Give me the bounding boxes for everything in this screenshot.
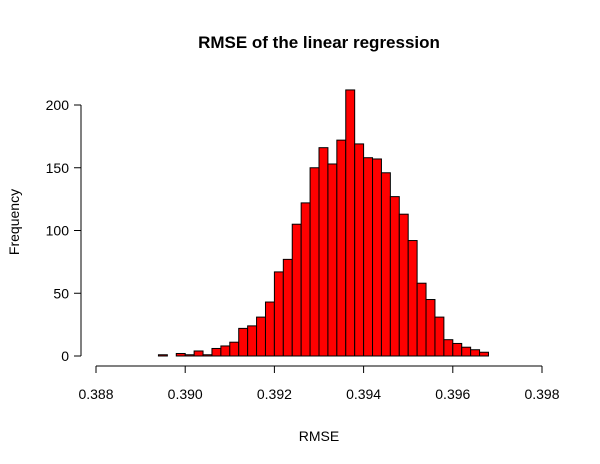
histogram-bar <box>193 350 204 357</box>
histogram-bar <box>247 325 258 357</box>
histogram-bar <box>363 157 374 357</box>
histogram-bar <box>452 342 463 357</box>
histogram-bar <box>372 158 382 357</box>
histogram-bar <box>407 240 418 357</box>
histogram-bar <box>425 299 436 357</box>
histogram-bar <box>264 301 275 357</box>
y-tick-label: 0 <box>61 348 69 364</box>
histogram-bar <box>434 316 445 357</box>
bars-group <box>157 89 489 357</box>
histogram-bar <box>318 147 329 357</box>
x-tick-label: 0.392 <box>257 386 292 402</box>
histogram-bar <box>229 341 240 357</box>
histogram-bar <box>336 139 347 357</box>
x-axis: 0.388 0.390 0.392 0.394 0.396 0.398 <box>78 365 560 402</box>
histogram-bar <box>184 354 195 357</box>
histogram-bar <box>202 354 213 357</box>
histogram-bar <box>354 143 365 357</box>
histogram-bar <box>282 258 293 357</box>
histogram-bar <box>398 213 409 357</box>
histogram-bar <box>238 327 249 357</box>
histogram-bar <box>157 354 168 357</box>
histogram-bar <box>389 196 400 357</box>
histogram-bar <box>175 352 186 357</box>
histogram-bar <box>345 89 356 357</box>
y-tick-label: 50 <box>53 285 69 301</box>
y-tick-label: 200 <box>46 97 70 113</box>
histogram-bar <box>309 167 320 357</box>
x-tick-label: 0.398 <box>524 386 559 402</box>
histogram-bar <box>220 345 231 357</box>
y-tick-label: 100 <box>46 223 70 239</box>
x-tick-label: 0.396 <box>435 386 470 402</box>
y-axis-label: Frequency <box>6 189 22 255</box>
x-tick-label: 0.390 <box>168 386 203 402</box>
histogram-bar <box>479 351 489 357</box>
histogram-bar <box>291 223 302 357</box>
histogram-bar <box>470 349 481 357</box>
histogram-bar <box>380 172 391 357</box>
y-tick-label: 150 <box>46 160 70 176</box>
histogram-bar <box>211 347 222 357</box>
y-axis: 0 50 100 150 200 <box>46 97 82 364</box>
histogram-bar <box>327 163 338 357</box>
histogram-bar <box>273 271 284 357</box>
histogram-bar <box>300 202 311 357</box>
histogram-bar <box>443 339 454 357</box>
x-tick-label: 0.388 <box>78 386 113 402</box>
x-tick-label: 0.394 <box>346 386 381 402</box>
chart-title: RMSE of the linear regression <box>198 33 440 52</box>
x-axis-label: RMSE <box>299 428 339 444</box>
histogram-bar <box>461 346 472 357</box>
histogram-bar <box>256 316 266 357</box>
histogram-bar <box>416 282 427 357</box>
